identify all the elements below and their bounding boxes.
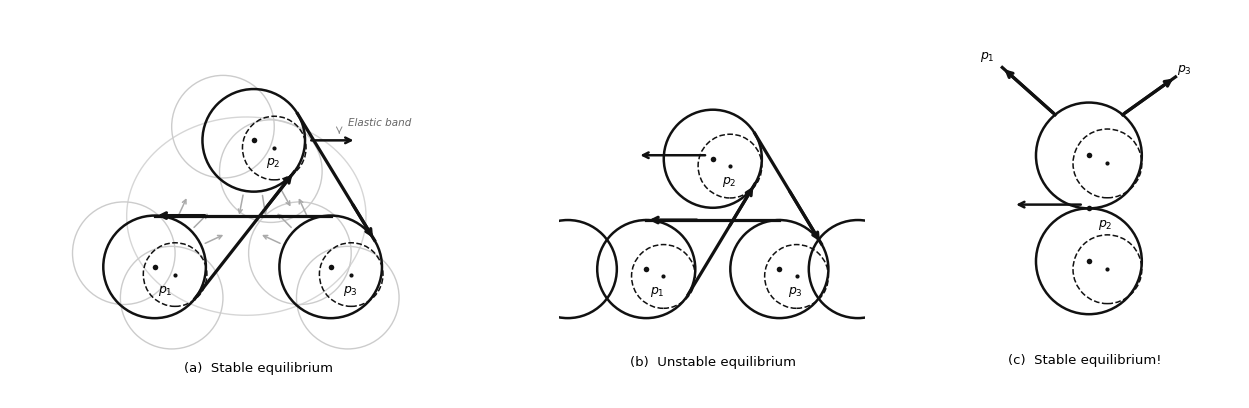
Text: $p_3$: $p_3$ <box>342 284 357 298</box>
Text: $p_2$: $p_2$ <box>266 156 280 170</box>
Text: $p_1$: $p_1$ <box>980 50 994 64</box>
Text: (a)  Stable equilibrium: (a) Stable equilibrium <box>185 361 333 375</box>
Text: $p_2$: $p_2$ <box>722 175 736 188</box>
Text: $p_2$: $p_2$ <box>1098 218 1113 232</box>
Text: $p_3$: $p_3$ <box>788 285 803 299</box>
Text: (c)  Stable equilibrium!: (c) Stable equilibrium! <box>1008 354 1162 367</box>
Text: $p_3$: $p_3$ <box>1178 63 1193 77</box>
Text: Elastic band: Elastic band <box>347 118 411 128</box>
Text: $p_1$: $p_1$ <box>157 284 172 298</box>
Text: (b)  Unstable equilibrium: (b) Unstable equilibrium <box>629 356 796 369</box>
Text: $p_1$: $p_1$ <box>649 285 664 299</box>
